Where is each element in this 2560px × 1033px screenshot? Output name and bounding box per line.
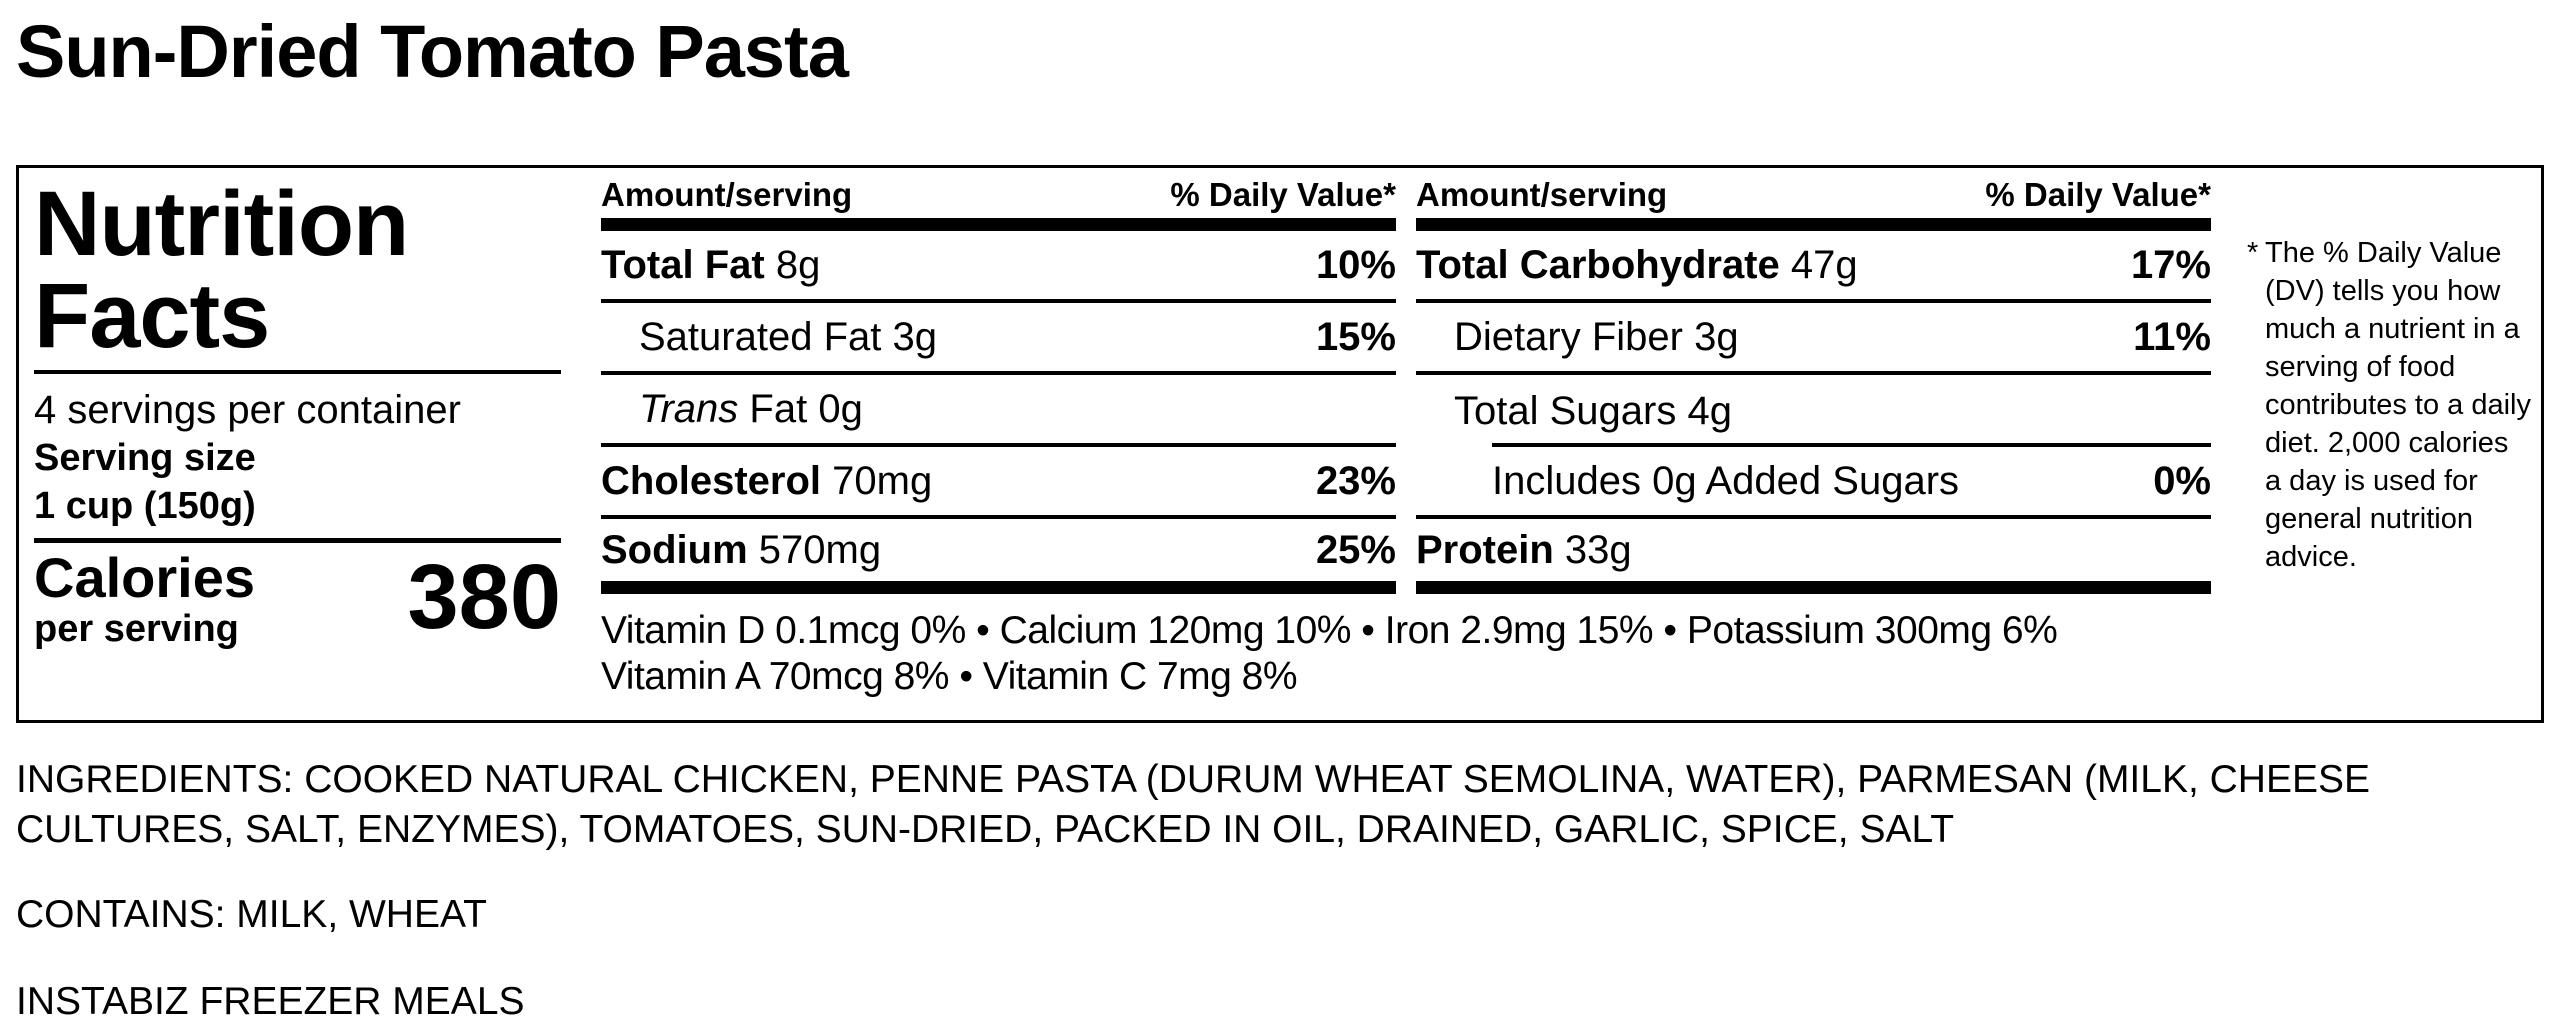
nutrient-row-saturated-fat: Saturated Fat 3g 15%	[601, 303, 1396, 375]
nutrient-row-total-fat: Total Fat 8g 10%	[601, 231, 1396, 303]
amount-header: Amount/serving	[1416, 176, 1668, 213]
vitamins-line-1: Vitamin D 0.1mcg 0% • Calcium 120mg 10% …	[601, 609, 2058, 652]
calories-block: Calories per serving 380	[34, 543, 561, 653]
nutrient-amount: 3g	[892, 314, 938, 359]
nutrient-name: Cholesterol	[601, 458, 822, 503]
amount-header: Amount/serving	[601, 176, 853, 213]
calories-label: Calories	[34, 546, 255, 609]
allergens-text: CONTAINS: MILK, WHEAT	[16, 893, 487, 936]
daily-value-footnote: * The % Daily Value (DV) tells you how m…	[2247, 234, 2532, 576]
nutrients-column-right: Amount/serving % Daily Value* Total Carbo…	[1416, 168, 2211, 594]
nutrient-name: Protein	[1416, 527, 1554, 572]
dv-header: % Daily Value*	[1985, 176, 2211, 213]
nutrient-row-sodium: Sodium 570mg 25%	[601, 519, 1396, 581]
nutrient-name: Total Sugars	[1454, 388, 1677, 433]
vitamins-minerals: Vitamin D 0.1mcg 0% • Calcium 120mg 10% …	[601, 608, 2058, 700]
nutrient-dv: 11%	[2133, 314, 2211, 359]
nutrient-amount: 8g	[775, 242, 821, 287]
calories-sub: per serving	[34, 608, 239, 650]
nutrient-name-rest: Fat	[749, 386, 808, 431]
column-header: Amount/serving % Daily Value*	[601, 168, 1396, 218]
ingredients-text: INGREDIENTS: COOKED NATURAL CHICKEN, PEN…	[16, 758, 2371, 851]
label-summary: Nutrition Facts 4 servings per container…	[34, 168, 561, 653]
vitamins-line-2: Vitamin A 70mcg 8% • Vitamin C 7mg 8%	[601, 655, 1298, 698]
heading-line-2: Facts	[34, 265, 270, 367]
dv-header: % Daily Value*	[1170, 176, 1396, 213]
nutrient-amount: 570mg	[758, 527, 882, 572]
heading-line-1: Nutrition	[34, 173, 409, 275]
nutrient-name: Total Fat	[601, 242, 765, 287]
nutrient-row-cholesterol: Cholesterol 70mg 23%	[601, 447, 1396, 519]
thick-bar	[601, 218, 1396, 231]
nutrient-name: Trans	[639, 386, 739, 431]
nutrient-amount: 33g	[1564, 527, 1632, 572]
nutrient-amount: 4g	[1687, 388, 1732, 433]
footnote-text: The % Daily Value (DV) tells you how muc…	[2265, 237, 2531, 573]
nutrient-row-protein: Protein 33g	[1416, 519, 2211, 581]
nutrient-dv: 17%	[2130, 242, 2211, 287]
thick-bar	[601, 581, 1396, 594]
nutrient-amount: 0g	[818, 386, 863, 431]
nutrient-name: Includes 0g Added Sugars	[1492, 458, 1960, 503]
nutrient-amount: 47g	[1790, 242, 1858, 287]
calories-value: 380	[407, 546, 562, 648]
nutrient-dv: 25%	[1315, 527, 1396, 572]
nutrients-column-left: Amount/serving % Daily Value* Total Fat 8…	[601, 168, 1396, 594]
nutrient-row-total-carbohydrate: Total Carbohydrate 47g 17%	[1416, 231, 2211, 303]
footnote-asterisk: *	[2247, 237, 2259, 269]
nutrient-amount: 3g	[1694, 314, 1739, 359]
nutrient-row-trans-fat: Trans Fat 0g	[601, 375, 1396, 447]
nutrition-facts-label: Nutrition Facts 4 servings per container…	[16, 165, 2544, 723]
recipe-title: Sun-Dried Tomato Pasta	[16, 10, 849, 93]
nutrition-facts-heading: Nutrition Facts	[34, 178, 561, 362]
nutrient-row-dietary-fiber: Dietary Fiber 3g 11%	[1416, 303, 2211, 375]
nutrient-name: Total Carbohydrate	[1416, 242, 1780, 287]
nutrient-dv: 23%	[1315, 458, 1396, 503]
divider	[34, 538, 561, 543]
nutrient-dv: 0%	[2153, 458, 2211, 503]
nutrient-name: Dietary Fiber	[1454, 314, 1683, 359]
servings-per-container: 4 servings per container	[34, 388, 461, 432]
thick-bar	[1416, 218, 2211, 231]
column-header: Amount/serving % Daily Value*	[1416, 168, 2211, 218]
nutrient-name: Saturated Fat	[639, 314, 882, 359]
nutrient-row-total-sugars: Total Sugars 4g	[1416, 375, 2211, 447]
nutrient-amount: 70mg	[832, 458, 933, 503]
indented-divider	[1492, 443, 2211, 447]
nutrient-name: Sodium	[601, 527, 748, 572]
thick-bar	[1416, 581, 2211, 594]
nutrient-dv: 10%	[1315, 242, 1396, 287]
divider	[34, 370, 561, 374]
nutrient-dv: 15%	[1315, 314, 1396, 359]
brand-text: INSTABIZ FREEZER MEALS	[16, 980, 525, 1023]
nutrient-row-added-sugars: Includes 0g Added Sugars 0%	[1416, 443, 2211, 519]
serving-size-value: 1 cup (150g)	[34, 485, 256, 527]
serving-size-label: Serving size	[34, 437, 256, 479]
